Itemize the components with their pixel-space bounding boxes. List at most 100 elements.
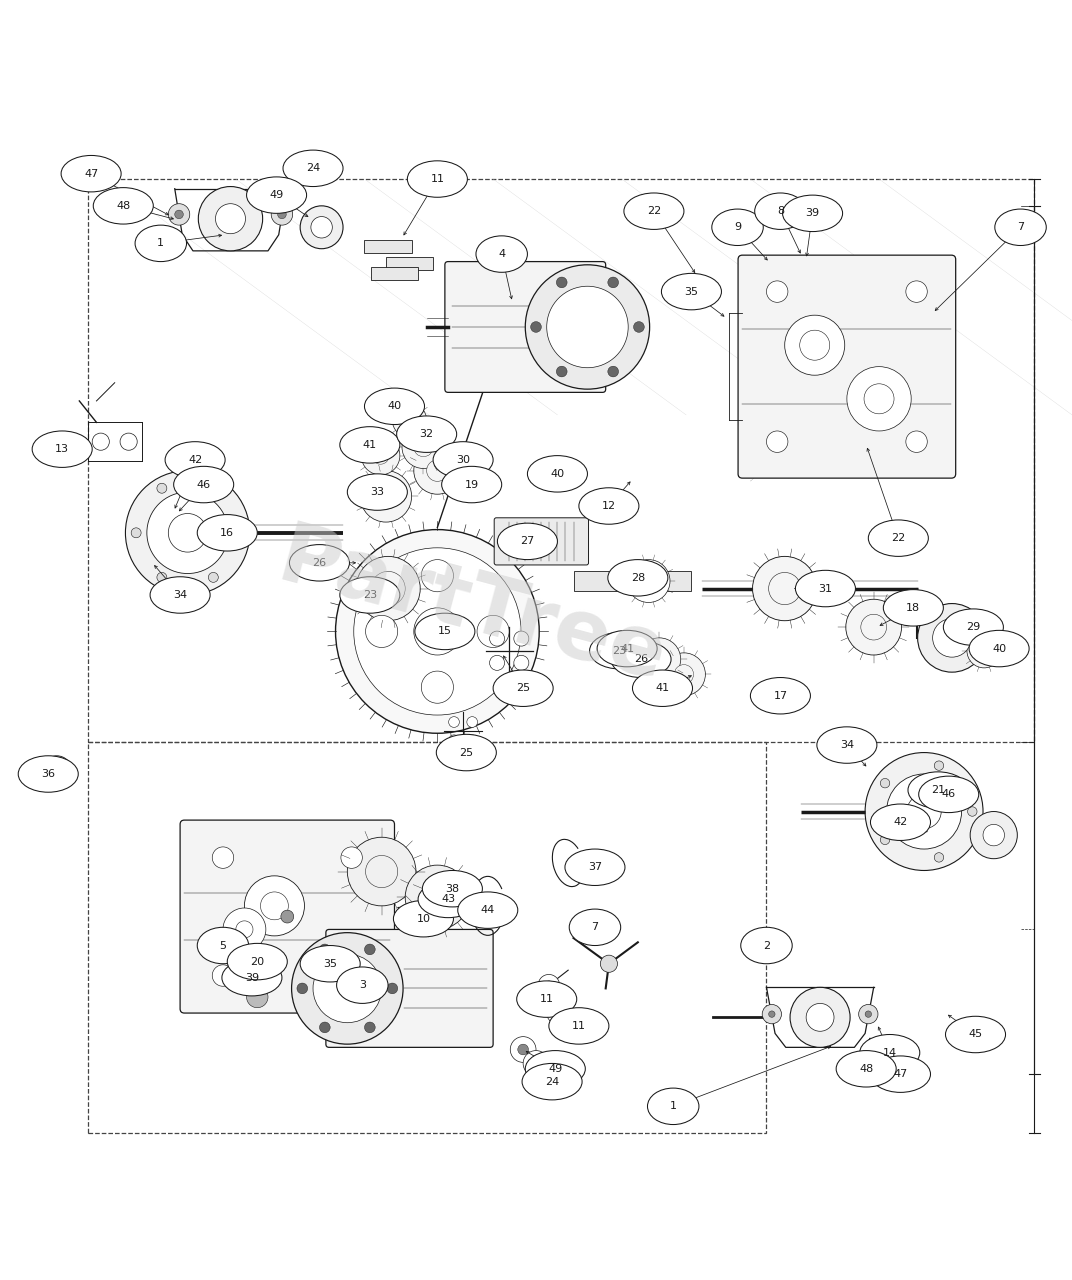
Circle shape xyxy=(769,1011,775,1018)
Ellipse shape xyxy=(590,632,650,669)
Ellipse shape xyxy=(458,892,518,928)
Circle shape xyxy=(935,760,943,771)
Circle shape xyxy=(638,637,681,681)
Circle shape xyxy=(208,572,219,582)
Circle shape xyxy=(247,987,268,1007)
Ellipse shape xyxy=(418,881,478,918)
Text: 42: 42 xyxy=(893,817,908,827)
FancyBboxPatch shape xyxy=(574,571,691,590)
Circle shape xyxy=(319,945,330,955)
Ellipse shape xyxy=(32,431,92,467)
Circle shape xyxy=(198,187,263,251)
Text: 43: 43 xyxy=(441,895,456,905)
Circle shape xyxy=(215,204,245,234)
Circle shape xyxy=(674,664,694,684)
Text: 7: 7 xyxy=(1017,223,1024,232)
Circle shape xyxy=(157,484,167,493)
Circle shape xyxy=(785,315,845,375)
Ellipse shape xyxy=(522,1064,582,1100)
Text: 11: 11 xyxy=(539,995,554,1004)
Circle shape xyxy=(865,1011,872,1018)
Circle shape xyxy=(341,965,362,987)
Ellipse shape xyxy=(817,727,877,763)
Text: 46: 46 xyxy=(941,790,956,800)
Ellipse shape xyxy=(611,641,671,677)
Circle shape xyxy=(364,945,375,955)
Text: 16: 16 xyxy=(220,527,235,538)
Ellipse shape xyxy=(836,1051,896,1087)
Circle shape xyxy=(341,847,362,868)
Circle shape xyxy=(650,650,669,669)
Circle shape xyxy=(880,778,890,788)
Circle shape xyxy=(806,1004,834,1032)
Circle shape xyxy=(449,735,460,745)
Text: 30: 30 xyxy=(456,454,471,465)
Circle shape xyxy=(466,735,477,745)
Circle shape xyxy=(556,366,567,376)
Text: 26: 26 xyxy=(634,654,649,664)
Circle shape xyxy=(427,460,448,481)
Text: 47: 47 xyxy=(893,1069,908,1079)
Circle shape xyxy=(292,933,403,1044)
Text: PartTree: PartTree xyxy=(269,517,674,699)
Text: 12: 12 xyxy=(601,500,616,511)
Circle shape xyxy=(414,438,433,457)
Ellipse shape xyxy=(422,870,482,908)
Text: 25: 25 xyxy=(459,748,474,758)
Text: 21: 21 xyxy=(930,785,946,795)
Bar xyxy=(88,179,1034,742)
Text: 27: 27 xyxy=(520,536,535,547)
Circle shape xyxy=(518,1044,528,1055)
Ellipse shape xyxy=(61,155,121,192)
Text: 40: 40 xyxy=(550,468,565,479)
Ellipse shape xyxy=(946,1016,1006,1052)
FancyBboxPatch shape xyxy=(386,257,433,270)
Circle shape xyxy=(364,1021,375,1033)
Circle shape xyxy=(131,527,142,538)
Circle shape xyxy=(402,412,417,428)
FancyBboxPatch shape xyxy=(494,518,589,564)
Text: 42: 42 xyxy=(188,454,203,465)
Text: 31: 31 xyxy=(818,584,833,594)
Circle shape xyxy=(918,604,986,672)
Circle shape xyxy=(769,572,801,604)
Circle shape xyxy=(523,1051,549,1076)
Ellipse shape xyxy=(783,195,843,232)
Ellipse shape xyxy=(289,544,349,581)
Circle shape xyxy=(935,852,943,863)
Text: 20: 20 xyxy=(250,956,265,966)
Text: 2: 2 xyxy=(763,941,770,951)
Circle shape xyxy=(800,330,830,360)
Ellipse shape xyxy=(919,776,979,813)
Ellipse shape xyxy=(407,161,467,197)
Bar xyxy=(88,742,766,1133)
Text: 11: 11 xyxy=(430,174,445,184)
Circle shape xyxy=(553,1009,562,1018)
Circle shape xyxy=(525,265,650,389)
Circle shape xyxy=(402,425,445,468)
Text: 24: 24 xyxy=(545,1076,560,1087)
Circle shape xyxy=(846,599,902,655)
Text: 41: 41 xyxy=(362,440,377,449)
Ellipse shape xyxy=(750,677,810,714)
Ellipse shape xyxy=(442,466,502,503)
Ellipse shape xyxy=(415,613,475,650)
Ellipse shape xyxy=(868,520,928,557)
Ellipse shape xyxy=(755,193,806,229)
Ellipse shape xyxy=(337,966,388,1004)
Ellipse shape xyxy=(340,426,400,463)
Circle shape xyxy=(311,216,332,238)
Ellipse shape xyxy=(860,1034,920,1071)
Circle shape xyxy=(753,557,817,621)
Ellipse shape xyxy=(579,488,639,525)
Circle shape xyxy=(906,431,927,452)
Text: 29: 29 xyxy=(966,622,981,632)
Circle shape xyxy=(864,384,894,413)
Circle shape xyxy=(977,644,992,658)
FancyBboxPatch shape xyxy=(371,268,418,280)
Circle shape xyxy=(967,634,1001,668)
Circle shape xyxy=(968,806,977,817)
Ellipse shape xyxy=(433,442,493,479)
Text: 8: 8 xyxy=(777,206,784,216)
Circle shape xyxy=(906,280,927,302)
